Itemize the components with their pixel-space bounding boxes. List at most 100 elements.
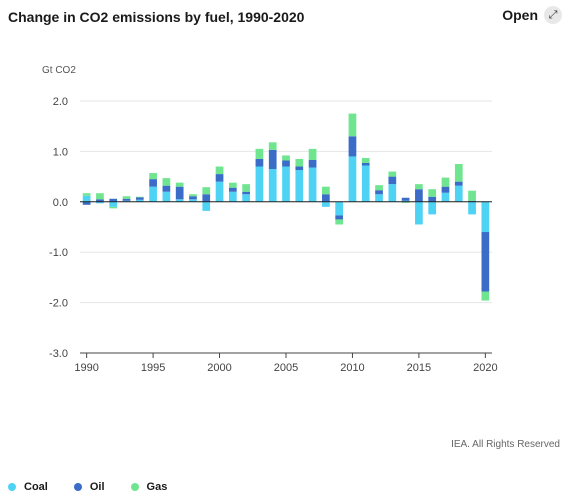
bar-oil-1990[interactable] xyxy=(82,201,91,205)
legend-item-oil[interactable]: Oil xyxy=(73,481,105,493)
bar-gas-1993[interactable] xyxy=(122,196,131,199)
bar-oil-1997[interactable] xyxy=(175,186,184,200)
bar-oil-1994[interactable] xyxy=(135,197,144,200)
bar-gas-2010[interactable] xyxy=(348,113,357,137)
bar-coal-2010[interactable] xyxy=(348,156,357,202)
bar-gas-2003[interactable] xyxy=(255,148,264,159)
bar-oil-2010[interactable] xyxy=(348,136,357,157)
bar-oil-2007[interactable] xyxy=(308,159,317,168)
bar-gas-1995[interactable] xyxy=(149,173,157,180)
bar-coal-2017[interactable] xyxy=(441,192,450,202)
bar-oil-1993[interactable] xyxy=(122,198,131,201)
bar-oil-2011[interactable] xyxy=(361,162,370,166)
legend-item-coal[interactable]: Coal xyxy=(8,481,48,493)
bar-coal-1993[interactable] xyxy=(122,200,131,202)
bar-gas-2006[interactable] xyxy=(295,158,304,167)
bar-gas-2011[interactable] xyxy=(361,157,370,163)
legend-dot-coal xyxy=(8,483,16,491)
bar-oil-2005[interactable] xyxy=(282,160,290,167)
bar-gas-1994[interactable] xyxy=(135,196,144,198)
bar-gas-1998[interactable] xyxy=(189,194,197,197)
bar-coal-2016[interactable] xyxy=(428,201,437,215)
bar-gas-2007[interactable] xyxy=(308,148,317,160)
bar-gas-1996[interactable] xyxy=(162,178,171,186)
bar-oil-1996[interactable] xyxy=(162,185,171,192)
bar-oil-2012[interactable] xyxy=(375,190,383,195)
bar-oil-2018[interactable] xyxy=(454,181,463,186)
bar-coal-2018[interactable] xyxy=(454,185,463,202)
bar-gas-2000[interactable] xyxy=(215,166,224,175)
bar-coal-2019[interactable] xyxy=(468,201,476,215)
bar-oil-2014[interactable] xyxy=(401,197,410,201)
bar-gas-1992[interactable] xyxy=(109,206,118,209)
bar-coal-2006[interactable] xyxy=(295,170,304,202)
bar-coal-1997[interactable] xyxy=(175,199,184,202)
bar-gas-1990[interactable] xyxy=(82,193,91,196)
bar-coal-1994[interactable] xyxy=(135,199,144,202)
bar-coal-2013[interactable] xyxy=(388,184,397,202)
y-tick-label: -3.0 xyxy=(49,348,68,360)
expand-icon[interactable]: ⤢ xyxy=(544,6,562,24)
bar-oil-2004[interactable] xyxy=(268,149,277,170)
bar-oil-2015[interactable] xyxy=(415,189,423,202)
bar-coal-2011[interactable] xyxy=(361,165,370,202)
bar-gas-2004[interactable] xyxy=(268,142,277,150)
bar-gas-1997[interactable] xyxy=(175,182,184,187)
bar-coal-2002[interactable] xyxy=(242,194,250,202)
bar-gas-2002[interactable] xyxy=(242,184,250,192)
bar-oil-2008[interactable] xyxy=(322,194,330,202)
bar-coal-1999[interactable] xyxy=(202,201,211,211)
bar-coal-2001[interactable] xyxy=(228,191,237,202)
bar-coal-2000[interactable] xyxy=(215,181,224,202)
bar-oil-1991[interactable] xyxy=(96,199,104,202)
bar-coal-2005[interactable] xyxy=(282,166,290,202)
bar-gas-2012[interactable] xyxy=(375,185,383,191)
legend-item-gas[interactable]: Gas xyxy=(130,481,167,493)
bar-gas-2009[interactable] xyxy=(335,219,344,225)
bar-gas-2008[interactable] xyxy=(322,186,330,195)
bar-oil-2009[interactable] xyxy=(335,215,344,220)
bar-oil-2016[interactable] xyxy=(428,196,437,202)
bar-gas-1999[interactable] xyxy=(202,187,211,195)
bar-gas-2013[interactable] xyxy=(388,171,397,177)
bar-coal-2003[interactable] xyxy=(255,166,264,202)
bar-gas-2001[interactable] xyxy=(228,182,237,188)
bar-coal-1991[interactable] xyxy=(96,201,104,204)
bar-gas-2015[interactable] xyxy=(415,184,423,190)
bar-oil-1995[interactable] xyxy=(149,179,157,187)
bar-oil-2013[interactable] xyxy=(388,176,397,185)
bar-oil-2019[interactable] xyxy=(468,200,476,202)
bar-gas-2017[interactable] xyxy=(441,177,450,187)
bar-coal-1995[interactable] xyxy=(149,186,157,202)
bar-coal-1996[interactable] xyxy=(162,191,171,202)
bar-gas-1991[interactable] xyxy=(96,193,104,200)
bar-coal-2020[interactable] xyxy=(481,201,490,233)
bar-oil-2006[interactable] xyxy=(295,166,304,171)
bar-coal-2008[interactable] xyxy=(322,201,330,207)
bar-coal-2004[interactable] xyxy=(268,169,277,202)
bar-coal-2015[interactable] xyxy=(415,201,423,225)
bar-coal-2007[interactable] xyxy=(308,167,317,202)
bar-coal-2012[interactable] xyxy=(375,194,383,202)
bar-oil-1999[interactable] xyxy=(202,194,211,202)
bar-oil-2002[interactable] xyxy=(242,191,250,195)
bar-coal-2009[interactable] xyxy=(335,201,344,216)
bar-gas-2005[interactable] xyxy=(282,155,290,161)
bar-coal-1998[interactable] xyxy=(189,199,197,202)
bar-oil-2000[interactable] xyxy=(215,174,224,182)
open-button[interactable]: Open ⤢ xyxy=(502,6,562,24)
bar-oil-2020[interactable] xyxy=(481,232,490,292)
bar-gas-2020[interactable] xyxy=(481,291,490,301)
bar-coal-1990[interactable] xyxy=(82,195,91,202)
bar-gas-2018[interactable] xyxy=(454,164,463,182)
bar-oil-2001[interactable] xyxy=(228,187,237,192)
bar-oil-2017[interactable] xyxy=(441,186,450,193)
bar-oil-2003[interactable] xyxy=(255,158,264,167)
bar-coal-2014[interactable] xyxy=(401,200,410,202)
bar-gas-2016[interactable] xyxy=(428,189,437,197)
bar-gas-2019[interactable] xyxy=(468,190,476,201)
bar-oil-1992[interactable] xyxy=(109,198,118,202)
bar-coal-1992[interactable] xyxy=(109,201,118,207)
bar-oil-1998[interactable] xyxy=(189,196,197,200)
bar-gas-2014[interactable] xyxy=(401,201,410,203)
